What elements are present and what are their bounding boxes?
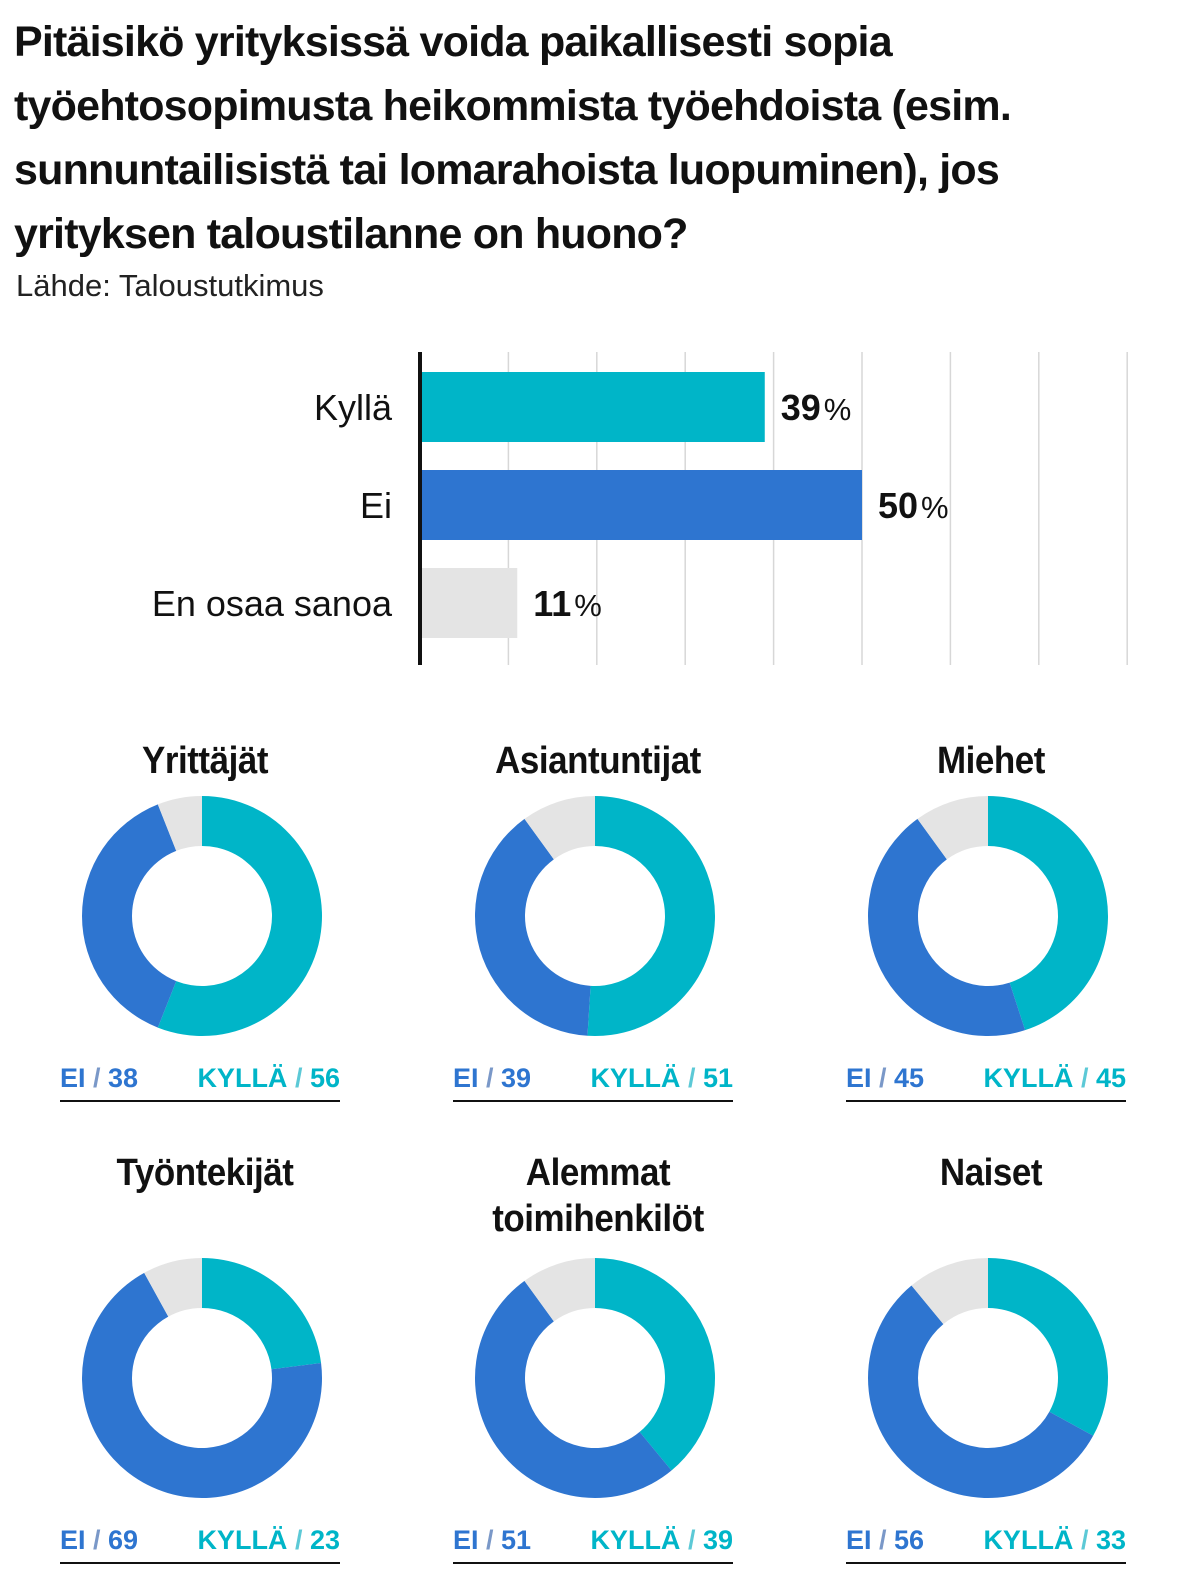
chart-title: Pitäisikö yrityksissä voida paikallisest… (14, 18, 1012, 258)
legend-ei: EI / 39 (453, 1063, 532, 1093)
data-label: 50% (878, 485, 949, 526)
donut-legend: EI / 39 KYLLÄ / 51 (453, 1056, 733, 1102)
donut-chart: Työntekijät EI / 69 KYLLÄ / 23 (60, 1150, 350, 1568)
bar (420, 568, 518, 638)
category-label: En osaa sanoa (152, 583, 393, 624)
donut-slice (81, 804, 177, 1028)
donut-title: Asiantuntijat (495, 740, 701, 782)
legend-kylla: KYLLÄ / 56 (197, 1063, 340, 1093)
donut-svg (868, 1258, 1108, 1498)
donut-slice (917, 796, 988, 860)
donut-title: Työntekijät (116, 1152, 294, 1194)
data-label: 11% (533, 583, 602, 624)
donut-legend: EI / 38 KYLLÄ / 56 (60, 1056, 340, 1102)
donut-legend: EI / 45 KYLLÄ / 45 (846, 1056, 1126, 1102)
donut-slice (157, 796, 202, 851)
donut-slice (474, 818, 591, 1036)
category-label: Kyllä (314, 387, 393, 428)
donut-slice (82, 1272, 322, 1498)
legend-ei: EI / 45 (846, 1063, 925, 1093)
donut-slice (988, 1258, 1108, 1436)
donut-slice (475, 1280, 672, 1498)
category-label: Ei (360, 485, 392, 526)
donut-slice (524, 1258, 595, 1322)
donut-slice (524, 796, 595, 860)
donut-svg (474, 796, 715, 1036)
donut-chart: Alemmat toimihenkilöt EI / 51 KYLLÄ / 39 (453, 1150, 743, 1568)
donut-legend: EI / 56 KYLLÄ / 33 (846, 1518, 1126, 1564)
donut-slice (868, 818, 1026, 1036)
donut-slice (144, 1258, 202, 1317)
donut-slice (868, 1285, 1094, 1498)
donut-legend: EI / 69 KYLLÄ / 23 (60, 1518, 340, 1564)
donut-slice (587, 796, 715, 1036)
bar (420, 372, 765, 442)
legend-kylla: KYLLÄ / 45 (983, 1063, 1126, 1093)
data-label: 39% (781, 387, 852, 428)
donut-title: Naiset (939, 1152, 1043, 1194)
donut-legend: EI / 51 KYLLÄ / 39 (453, 1518, 733, 1564)
legend-ei: EI / 38 (60, 1063, 139, 1093)
legend-kylla: KYLLÄ / 51 (590, 1063, 733, 1093)
legend-kylla: KYLLÄ / 39 (590, 1525, 733, 1555)
donut-chart: Naiset EI / 56 KYLLÄ / 33 (846, 1150, 1136, 1568)
legend-ei: EI / 56 (846, 1525, 925, 1555)
donut-slice (157, 796, 322, 1036)
donut-slice (202, 1258, 322, 1370)
donut-slice (595, 1258, 715, 1471)
donut-svg (82, 1258, 322, 1498)
legend-kylla: KYLLÄ / 33 (983, 1525, 1126, 1555)
donut-slice (988, 796, 1108, 1031)
donut-chart: Miehet EI / 45 KYLLÄ / 45 (846, 730, 1136, 1106)
donut-svg (475, 1258, 715, 1498)
legend-kylla: KYLLÄ / 23 (197, 1525, 340, 1555)
donut-svg (868, 796, 1108, 1036)
donut-svg (81, 796, 322, 1036)
donut-title: Miehet (937, 740, 1045, 782)
legend-ei: EI / 51 (453, 1525, 532, 1555)
donut-slice (911, 1258, 988, 1325)
donut-title: Yrittäjät (141, 740, 269, 782)
legend-ei: EI / 69 (60, 1525, 139, 1555)
source-note: Lähde: Taloustutkimus (16, 268, 324, 303)
bar-chart: Kyllä 39% Ei 50% En osaa sanoa 11% (152, 352, 1128, 665)
bar (420, 470, 862, 540)
donut-title: Alemmat toimihenkilöt (492, 1152, 704, 1240)
donut-chart: Asiantuntijat EI / 39 KYLLÄ / 51 (453, 730, 743, 1106)
donut-chart: Yrittäjät EI / 38 KYLLÄ / 56 (60, 730, 350, 1106)
